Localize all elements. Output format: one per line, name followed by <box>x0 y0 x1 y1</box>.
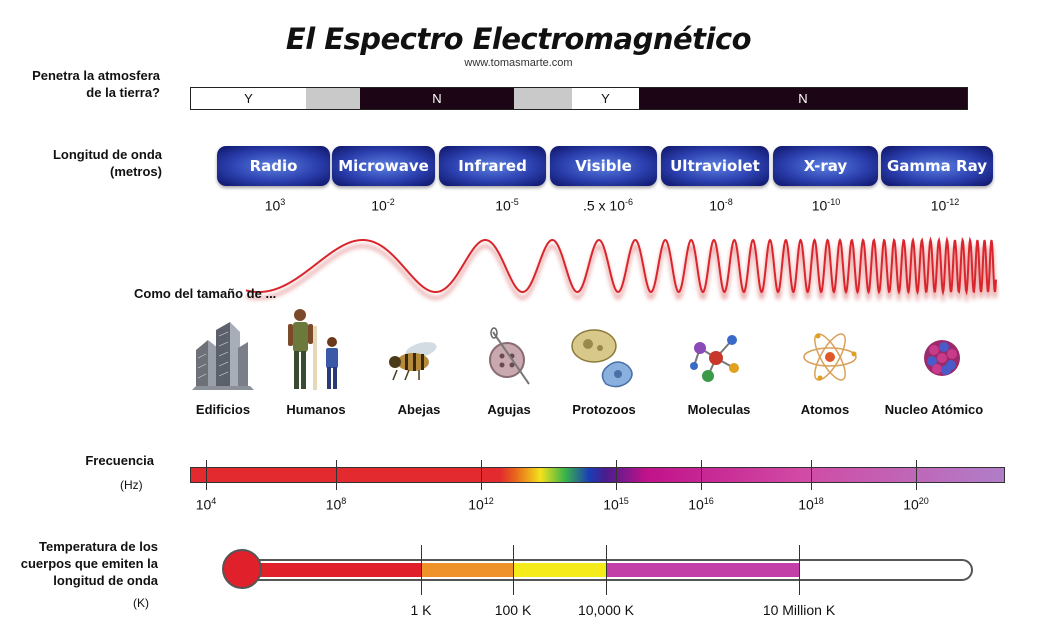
atmosphere-bar: Y N Y N <box>190 87 968 110</box>
size-label: Agujas <box>487 402 531 417</box>
band-microwave: Microwave <box>332 146 435 186</box>
temperature-value: 10,000 K <box>577 602 635 618</box>
frequency-unit: (Hz) <box>120 478 143 492</box>
thermometer-segment-orange <box>422 563 514 577</box>
nucleus-icon <box>924 340 960 376</box>
frequency-value: 108 <box>325 496 347 513</box>
size-label: Atomos <box>800 402 850 417</box>
frequency-label: Frecuencia <box>85 453 154 468</box>
frequency-value: 1016 <box>688 496 714 513</box>
frequency-tick <box>916 460 917 490</box>
atmosphere-segment: Y <box>572 88 639 109</box>
thermometer-segment-red <box>250 563 422 577</box>
frequency-tick <box>701 460 702 490</box>
size-label: Edificios <box>195 402 251 417</box>
temperature-value: 1 K <box>410 602 432 618</box>
wavelength-value: 10-5 <box>495 197 519 214</box>
size-label: Nucleo Atómico <box>884 402 984 417</box>
frequency-bar <box>190 467 1005 483</box>
band-visible: Visible <box>550 146 657 186</box>
wavelength-label: Longitud de onda (metros) <box>52 147 162 179</box>
temperature-label: Temperatura de los cuerpos que emiten la… <box>20 539 158 588</box>
thermometer-segment-yellow <box>514 563 607 577</box>
band-xray: X-ray <box>773 146 878 186</box>
wave-line <box>245 236 997 296</box>
band-ultraviolet: Ultraviolet <box>661 146 769 186</box>
page-title: El Espectro Electromagnético <box>285 22 752 56</box>
temperature-tick <box>513 545 514 595</box>
thermometer-bulb <box>222 549 262 589</box>
frequency-tick <box>811 460 812 490</box>
wavelength-value: 10-2 <box>371 197 395 214</box>
wavelength-value: 10-10 <box>811 197 841 214</box>
wavelength-value: 10-12 <box>930 197 960 214</box>
frequency-tick <box>336 460 337 490</box>
band-gamma-ray: Gamma Ray <box>881 146 993 186</box>
atmosphere-segment: N <box>360 88 514 109</box>
bee-icon <box>389 342 437 381</box>
temperature-tick <box>421 545 422 595</box>
atmosphere-segment <box>306 88 360 109</box>
size-label: Humanos <box>286 402 346 417</box>
size-heading: Como del tamaño de ... <box>134 286 277 301</box>
temperature-unit: (K) <box>133 596 149 610</box>
band-radio: Radio <box>217 146 330 186</box>
atmosphere-segment: N <box>639 88 967 109</box>
protozoa-icon <box>571 329 633 388</box>
wavelength-value: .5 x 10-6 <box>582 197 634 214</box>
site-url: www.tomasmarte.com <box>464 57 573 69</box>
wavelength-value: 10-8 <box>709 197 733 214</box>
humans-icon <box>288 309 338 390</box>
temperature-value: 100 K <box>494 602 532 618</box>
wavelength-value: 103 <box>264 197 286 214</box>
frequency-value: 1015 <box>603 496 629 513</box>
temperature-tick <box>799 545 800 595</box>
frequency-tick <box>206 460 207 490</box>
atmosphere-label: Penetra la atmosfera de la tierra? <box>32 68 160 100</box>
frequency-value: 1020 <box>903 496 929 513</box>
band-infrared: Infrared <box>439 146 546 186</box>
temperature-tick <box>606 545 607 595</box>
frequency-value: 1018 <box>798 496 824 513</box>
size-label: Abejas <box>397 402 441 417</box>
atmosphere-segment: Y <box>191 88 306 109</box>
atmosphere-segment <box>514 88 572 109</box>
molecule-icon <box>690 335 739 382</box>
buildings-icon <box>192 322 254 390</box>
needle-icon <box>489 327 530 385</box>
frequency-value: 104 <box>195 496 217 513</box>
size-label: Moleculas <box>687 402 751 417</box>
atom-icon <box>803 333 857 381</box>
temperature-value: 10 Million K <box>762 602 836 618</box>
thermometer-segment-purple <box>607 563 800 577</box>
size-label: Protozoos <box>572 402 636 417</box>
frequency-tick <box>481 460 482 490</box>
frequency-value: 1012 <box>468 496 494 513</box>
frequency-tick <box>616 460 617 490</box>
wave-graphic <box>245 236 998 304</box>
